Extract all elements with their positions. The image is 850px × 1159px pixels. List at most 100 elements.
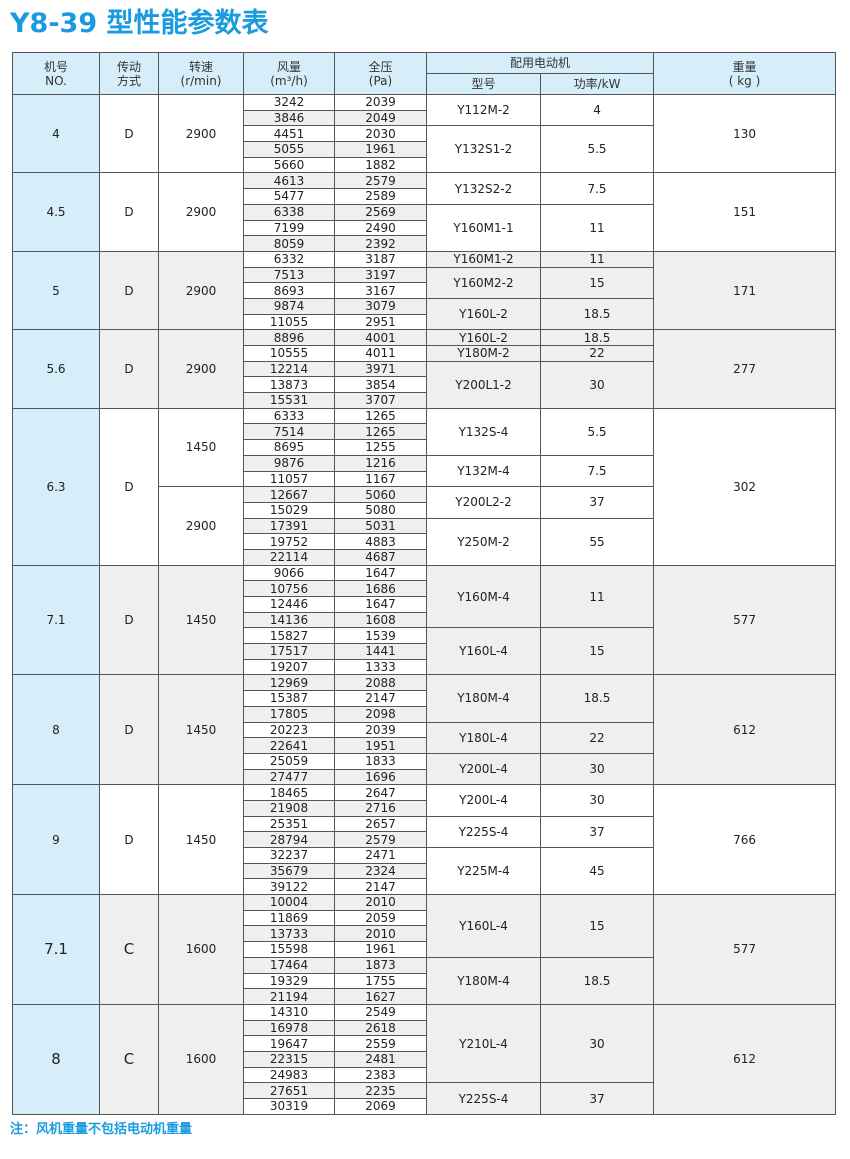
page-title: Y8-39 型性能参数表 (10, 8, 269, 39)
motor-power: 18.5 (539, 329, 655, 346)
table-row: 22641 1951 (13, 737, 836, 754)
fan-number: 7.1 (12, 894, 100, 1005)
table-row: 10756 1686 (13, 580, 836, 597)
footnote: 注：风机重量不包括电动机重量 (10, 1122, 193, 1137)
motor-model: Y180M-4 (426, 956, 541, 1005)
pressure: 1833 (334, 752, 427, 770)
motor-model: Y225M-4 (426, 846, 541, 896)
airflow: 19329 (243, 972, 335, 990)
pressure: 3187 (334, 250, 427, 268)
table-row: 19647 2559 (13, 1035, 836, 1052)
motor-power: 30 (539, 752, 655, 786)
table-row: 30319 2069 (13, 1098, 836, 1115)
airflow: 10004 (243, 894, 335, 911)
airflow: 5477 (243, 188, 335, 205)
table-row: 15387 2147 (13, 690, 836, 707)
pressure: 1627 (334, 988, 427, 1005)
pressure: 5060 (334, 486, 427, 503)
table-row: 7513 3197 Y160M2-2 15 (13, 266, 836, 299)
airflow: 9066 (243, 564, 335, 582)
table-row: 22315 2481 (13, 1050, 836, 1068)
fan-number: 5.6 (12, 329, 100, 409)
table-row: 8693 3167 (13, 282, 836, 299)
motor-model: Y132S2-2 (426, 172, 541, 205)
motor-power: 4 (539, 93, 655, 127)
motor-model: Y225S-4 (426, 815, 541, 849)
pressure: 3854 (334, 376, 427, 394)
table-row: 11055 2951 (13, 313, 836, 331)
pressure: 2657 (334, 815, 427, 833)
speed: 1450 (158, 564, 244, 676)
motor-power: 7.5 (539, 172, 655, 205)
airflow: 5055 (243, 141, 335, 158)
motor-model: Y180L-4 (426, 721, 541, 754)
motor-power: 5.5 (539, 407, 655, 456)
pressure: 2392 (334, 235, 427, 252)
speed: 2900 (158, 329, 244, 409)
pressure: 2235 (334, 1082, 427, 1099)
airflow: 8896 (243, 329, 335, 346)
airflow: 24983 (243, 1066, 335, 1084)
airflow: 21194 (243, 988, 335, 1005)
fan-number: 9 (12, 784, 100, 896)
table-row: 15827 1539 Y160L-4 15 (13, 627, 836, 676)
table-row: 6.3 D 1450 6333 1265 Y132S-4 5.5 302 (12, 407, 837, 566)
table-row: 17517 1441 (13, 643, 836, 660)
airflow: 9876 (243, 454, 335, 472)
pressure: 2589 (334, 188, 427, 205)
table-row: 28794 2579 (13, 831, 836, 848)
airflow: 12214 (243, 360, 335, 378)
pressure: 1686 (334, 580, 427, 597)
speed: 1600 (158, 1003, 244, 1115)
airflow: 11055 (243, 313, 335, 331)
pressure: 1265 (334, 423, 427, 441)
table-row: 7.1 D 1450 9066 1647 Y160M-4 11 577 (12, 564, 837, 676)
motor-power: 37 (539, 1082, 655, 1115)
airflow: 13733 (243, 925, 335, 943)
header-drive: 传动 方式 (99, 52, 159, 95)
pressure: 3079 (334, 297, 427, 315)
table-row: 20223 2039 Y180L-4 22 (13, 721, 836, 754)
pressure: 2716 (334, 799, 427, 817)
table-row: 32237 2471 Y225M-4 45 (13, 846, 836, 896)
airflow: 9874 (243, 297, 335, 315)
motor-model: Y132M-4 (426, 454, 541, 488)
drive-type: D (99, 784, 159, 896)
table-row: 7514 1265 (13, 423, 836, 441)
motor-model: Y160L-4 (426, 627, 541, 676)
table-row: 27477 1696 (13, 768, 836, 786)
table-row: 3846 2049 (13, 109, 836, 127)
drive-type: D (99, 172, 159, 252)
motor-power: 22 (539, 345, 655, 362)
speed: 2900 (158, 172, 244, 252)
pressure: 2559 (334, 1035, 427, 1052)
header-pressure: 全压 (Pa) (334, 52, 427, 95)
pressure: 2471 (334, 847, 427, 864)
motor-model: Y160L-2 (426, 297, 541, 331)
airflow: 17391 (243, 517, 335, 535)
airflow: 14136 (243, 611, 335, 629)
airflow: 27651 (243, 1082, 335, 1099)
pressure: 1265 (334, 407, 427, 425)
motor-power: 45 (539, 846, 655, 896)
table-row: 8695 1255 (13, 439, 836, 456)
header-speed: 转速 (r/min) (158, 52, 244, 95)
pressure: 1696 (334, 768, 427, 786)
airflow: 19207 (243, 658, 335, 676)
motor-power: 30 (539, 1003, 655, 1084)
pressure: 1441 (334, 643, 427, 660)
pressure: 3971 (334, 360, 427, 378)
airflow: 18465 (243, 784, 335, 801)
airflow: 3846 (243, 109, 335, 127)
table-row: 21908 2716 (13, 799, 836, 817)
airflow: 25059 (243, 752, 335, 770)
table-row: 11057 1167 (13, 470, 836, 488)
airflow: 22641 (243, 737, 335, 754)
table-row: 8 D 1450 12969 2088 Y180M-4 18.5 612 (12, 674, 837, 786)
pressure: 5031 (334, 517, 427, 535)
weight: 577 (653, 894, 837, 1005)
table-row: 5 D 2900 6332 3187 Y160M1-2 11 171 (12, 250, 837, 331)
motor-model: Y160M2-2 (426, 266, 541, 299)
weight: 277 (653, 329, 837, 409)
pressure: 1539 (334, 627, 427, 645)
